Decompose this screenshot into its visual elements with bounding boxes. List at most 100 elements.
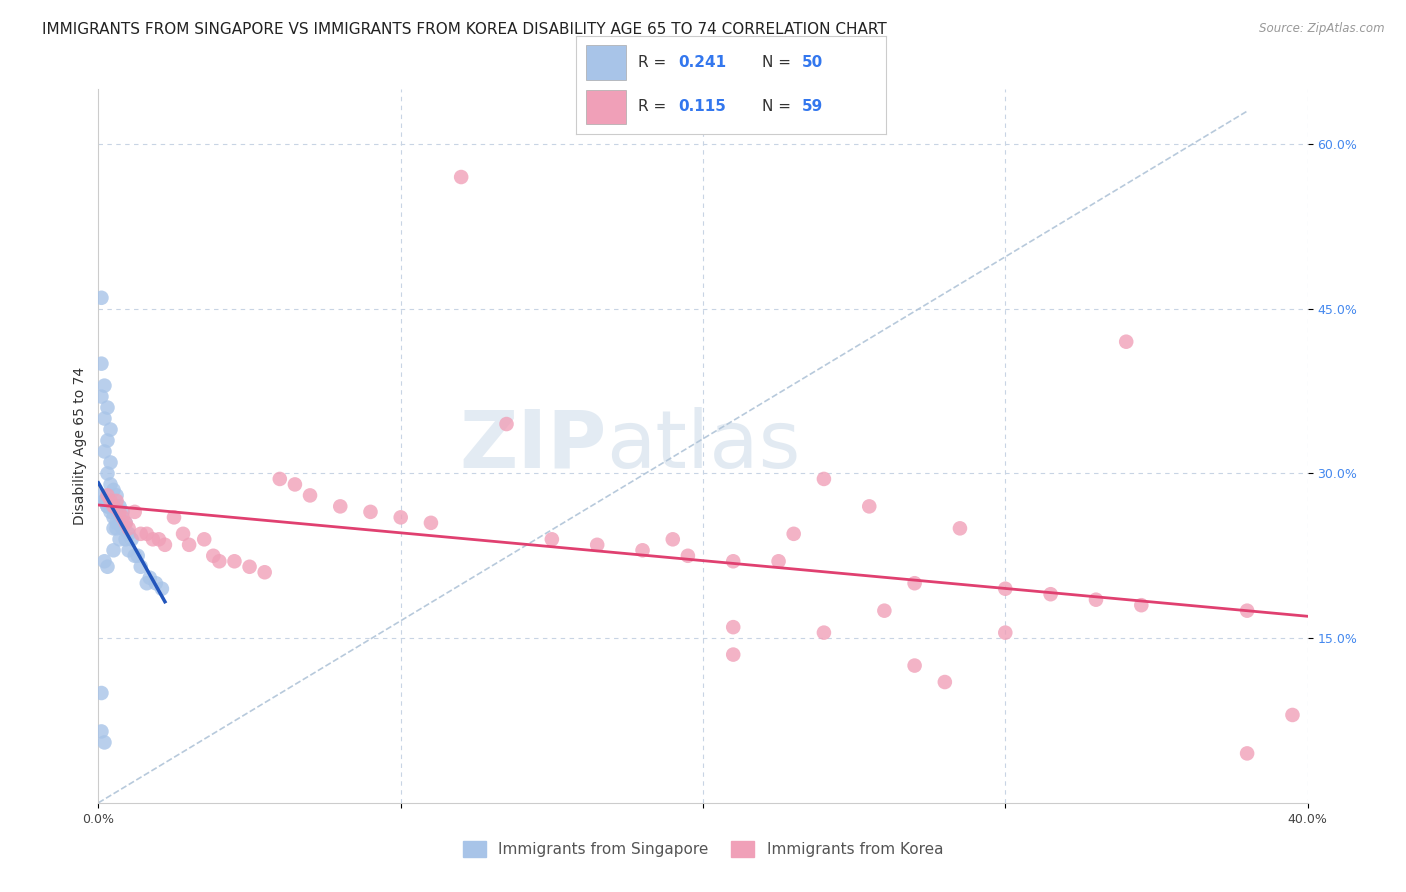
- Point: [105, 494, 128, 508]
- Point: [179, 538, 201, 552]
- Point: [111, 505, 134, 519]
- Point: [163, 510, 186, 524]
- Point: [150, 582, 173, 596]
- Point: [142, 533, 165, 547]
- Point: [145, 576, 167, 591]
- Point: [723, 648, 745, 662]
- Point: [904, 658, 927, 673]
- Point: [202, 549, 225, 563]
- Point: [90, 357, 112, 371]
- Point: [360, 505, 382, 519]
- Text: ZIP: ZIP: [458, 407, 606, 485]
- Point: [1281, 708, 1303, 723]
- Point: [100, 494, 122, 508]
- Point: [108, 505, 131, 519]
- Y-axis label: Disability Age 65 to 74: Disability Age 65 to 74: [73, 367, 87, 525]
- Point: [114, 516, 136, 530]
- Point: [934, 675, 956, 690]
- Point: [540, 533, 562, 547]
- Point: [1085, 592, 1108, 607]
- FancyBboxPatch shape: [586, 45, 626, 80]
- Point: [269, 472, 291, 486]
- Text: R =: R =: [638, 55, 672, 70]
- Point: [1039, 587, 1062, 601]
- Point: [135, 526, 157, 541]
- Point: [420, 516, 443, 530]
- Point: [1236, 747, 1258, 761]
- Point: [783, 526, 806, 541]
- Point: [127, 549, 149, 563]
- FancyBboxPatch shape: [586, 90, 626, 124]
- Point: [93, 378, 115, 392]
- Point: [253, 566, 276, 580]
- Point: [100, 505, 122, 519]
- Text: IMMIGRANTS FROM SINGAPORE VS IMMIGRANTS FROM KOREA DISABILITY AGE 65 TO 74 CORRE: IMMIGRANTS FROM SINGAPORE VS IMMIGRANTS …: [42, 22, 887, 37]
- Point: [586, 538, 609, 552]
- Point: [873, 604, 896, 618]
- Text: 0.115: 0.115: [679, 99, 727, 114]
- Point: [108, 516, 131, 530]
- Point: [813, 472, 835, 486]
- Point: [100, 477, 122, 491]
- Point: [121, 533, 143, 547]
- Point: [111, 521, 134, 535]
- Text: Source: ZipAtlas.com: Source: ZipAtlas.com: [1260, 22, 1385, 36]
- Text: 0.241: 0.241: [679, 55, 727, 70]
- Point: [105, 521, 128, 535]
- Point: [389, 510, 412, 524]
- Point: [96, 559, 118, 574]
- Point: [96, 488, 118, 502]
- Point: [90, 488, 112, 502]
- Point: [813, 625, 835, 640]
- Point: [450, 169, 472, 184]
- Point: [100, 423, 122, 437]
- Point: [129, 526, 152, 541]
- Point: [111, 510, 134, 524]
- Point: [105, 516, 128, 530]
- Point: [129, 559, 152, 574]
- Point: [100, 500, 122, 514]
- Point: [994, 625, 1017, 640]
- Text: 50: 50: [803, 55, 824, 70]
- Point: [768, 554, 790, 568]
- Point: [103, 543, 125, 558]
- Point: [299, 488, 322, 502]
- Point: [96, 434, 118, 448]
- Point: [172, 526, 194, 541]
- Point: [224, 554, 246, 568]
- Point: [135, 576, 157, 591]
- Point: [93, 554, 115, 568]
- Point: [103, 500, 125, 514]
- Point: [105, 505, 128, 519]
- Point: [108, 500, 131, 514]
- Point: [723, 554, 745, 568]
- Point: [124, 549, 146, 563]
- Point: [193, 533, 215, 547]
- Point: [90, 686, 112, 700]
- Point: [96, 467, 118, 481]
- Point: [284, 477, 307, 491]
- Point: [93, 494, 115, 508]
- Point: [904, 576, 927, 591]
- Point: [93, 411, 115, 425]
- Text: N =: N =: [762, 55, 796, 70]
- Text: N =: N =: [762, 99, 796, 114]
- Point: [858, 500, 880, 514]
- Text: 59: 59: [803, 99, 824, 114]
- Point: [103, 510, 125, 524]
- Point: [93, 494, 115, 508]
- Point: [114, 516, 136, 530]
- Point: [103, 521, 125, 535]
- Point: [114, 533, 136, 547]
- Point: [118, 521, 141, 535]
- Point: [949, 521, 972, 535]
- Point: [676, 549, 699, 563]
- Point: [139, 571, 162, 585]
- Point: [148, 533, 170, 547]
- Point: [239, 559, 262, 574]
- Point: [1236, 604, 1258, 618]
- Point: [96, 401, 118, 415]
- Point: [90, 724, 112, 739]
- Point: [93, 735, 115, 749]
- Point: [118, 526, 141, 541]
